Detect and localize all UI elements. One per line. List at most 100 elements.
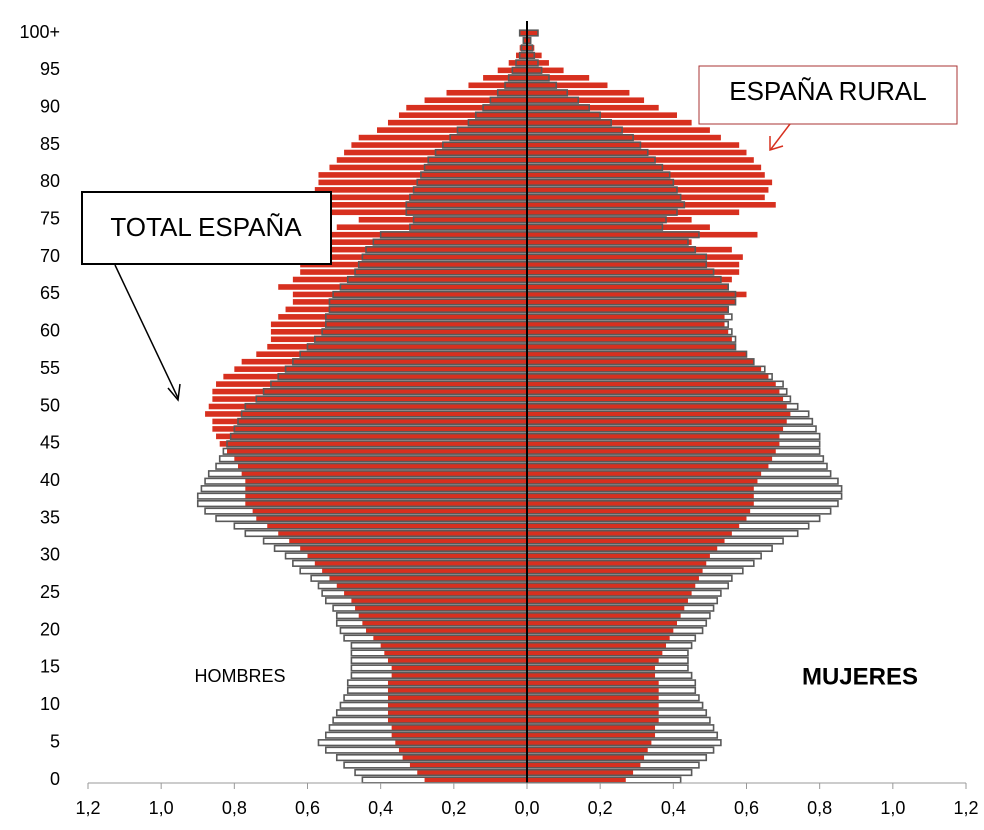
rural-bar (278, 284, 527, 290)
rural-bar (355, 605, 527, 611)
rural-bar (527, 597, 688, 604)
rural-bar (527, 127, 710, 133)
x-tick-label: 0,0 (514, 798, 539, 818)
y-tick-label: 15 (40, 657, 60, 677)
rural-bar (278, 314, 527, 320)
rural-bar (527, 254, 743, 260)
rural-bar (527, 754, 645, 761)
y-tick-label: 95 (40, 59, 60, 79)
rural-bar (322, 568, 527, 574)
rural-bar (270, 329, 527, 335)
rural-bar (527, 485, 754, 492)
rural-bar (527, 515, 747, 522)
y-tick-label: 90 (40, 96, 60, 116)
rural-bar (527, 717, 659, 724)
rural-bar (527, 373, 769, 380)
rural-bar (322, 231, 527, 238)
rural-bar (384, 650, 527, 656)
rural-bar (527, 553, 710, 559)
y-tick-label: 40 (40, 470, 60, 490)
rural-bar (527, 358, 754, 365)
x-tick-label: 0,4 (661, 798, 686, 818)
rural-bar (527, 30, 538, 36)
rural-bar (245, 478, 527, 484)
rural-bar (468, 82, 527, 89)
rural-bar (527, 112, 677, 118)
rural-bar (527, 202, 776, 208)
rural-bar (527, 411, 791, 417)
rural-bar (318, 172, 527, 178)
rural-bar (527, 194, 765, 201)
rural-bar (527, 777, 626, 783)
rural-bar (527, 575, 699, 582)
rural-bar (424, 97, 527, 104)
rural-bar (314, 187, 527, 193)
rural-bar (300, 545, 527, 552)
rural-bar (527, 665, 656, 671)
rural-bar (373, 635, 527, 641)
rural-bar (527, 500, 754, 507)
y-tick-label: 70 (40, 246, 60, 266)
rural-bar (527, 299, 736, 305)
rural-bar (387, 680, 527, 686)
x-tick-label: 1,2 (75, 798, 100, 818)
x-tick-label: 0,6 (295, 798, 320, 818)
rural-bar (527, 343, 736, 350)
rural-bar (292, 299, 527, 305)
rural-bar (318, 202, 527, 208)
rural-bar (519, 45, 527, 51)
y-tick-label: 10 (40, 694, 60, 714)
rural-bar (387, 119, 527, 126)
y-tick-label: 80 (40, 171, 60, 191)
rural-bar (303, 246, 527, 253)
rural-bar (527, 568, 703, 574)
rural-bar (527, 530, 732, 537)
rural-bar (527, 291, 747, 298)
rural-bar (527, 605, 685, 611)
rural-bar (406, 104, 527, 111)
arrow-head (167, 383, 181, 402)
rural-bar (527, 635, 670, 641)
x-tick-label: 0,4 (368, 798, 393, 818)
rural-bar (208, 403, 527, 410)
rural-bar (391, 724, 527, 731)
rural-bar (527, 642, 667, 649)
rural-bar (483, 75, 527, 81)
y-tick-label: 85 (40, 134, 60, 154)
rural-bar (391, 665, 527, 671)
rural-bar (527, 45, 535, 51)
rural-bar (223, 373, 527, 380)
rural-bar (307, 239, 527, 245)
rural-bar (387, 717, 527, 724)
rural-bar (527, 321, 725, 328)
rural-bar (527, 508, 751, 514)
rural-bar (270, 336, 527, 343)
rural-bar (527, 426, 784, 432)
rural-bar (409, 762, 527, 768)
rural-bar (329, 209, 527, 216)
rural-bar (527, 314, 725, 320)
rural-bar (527, 157, 754, 163)
rural-bar (527, 687, 659, 694)
rural-bar (527, 433, 780, 440)
side-label: HOMBRES (194, 666, 285, 686)
x-tick-label: 1,2 (953, 798, 978, 818)
rural-bar (212, 418, 527, 425)
rural-bar (527, 523, 740, 529)
rural-bar (336, 582, 527, 589)
rural-bar (527, 164, 762, 171)
rural-bar (527, 695, 659, 701)
annotation-box (81, 191, 332, 265)
rural-bar (527, 388, 780, 395)
arrow (770, 123, 791, 150)
x-tick-label: 0,8 (807, 798, 832, 818)
rural-bar (366, 627, 527, 634)
rural-bar (227, 448, 527, 455)
rural-bar (527, 463, 769, 470)
rural-bar (527, 119, 692, 126)
rural-bar (527, 134, 721, 141)
rural-bar (527, 455, 773, 462)
rural-bar (292, 291, 527, 298)
x-tick-label: 0,2 (441, 798, 466, 818)
